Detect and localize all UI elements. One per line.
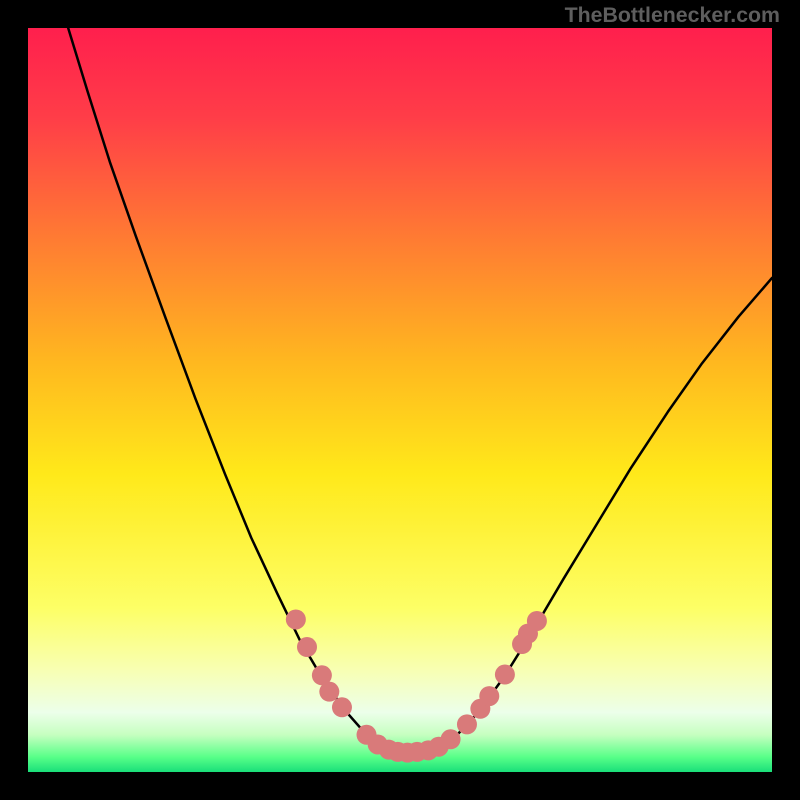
- curve-marker: [441, 729, 461, 749]
- curve-marker: [319, 682, 339, 702]
- curve-marker: [495, 665, 515, 685]
- chart-svg: [0, 0, 800, 800]
- curve-marker: [297, 637, 317, 657]
- chart-frame: TheBottlenecker.com: [0, 0, 800, 800]
- curve-marker: [457, 714, 477, 734]
- curve-marker: [527, 611, 547, 631]
- curve-marker: [479, 686, 499, 706]
- plot-background: [28, 28, 772, 772]
- curve-marker: [286, 609, 306, 629]
- curve-marker: [332, 697, 352, 717]
- watermark-text: TheBottlenecker.com: [565, 3, 780, 28]
